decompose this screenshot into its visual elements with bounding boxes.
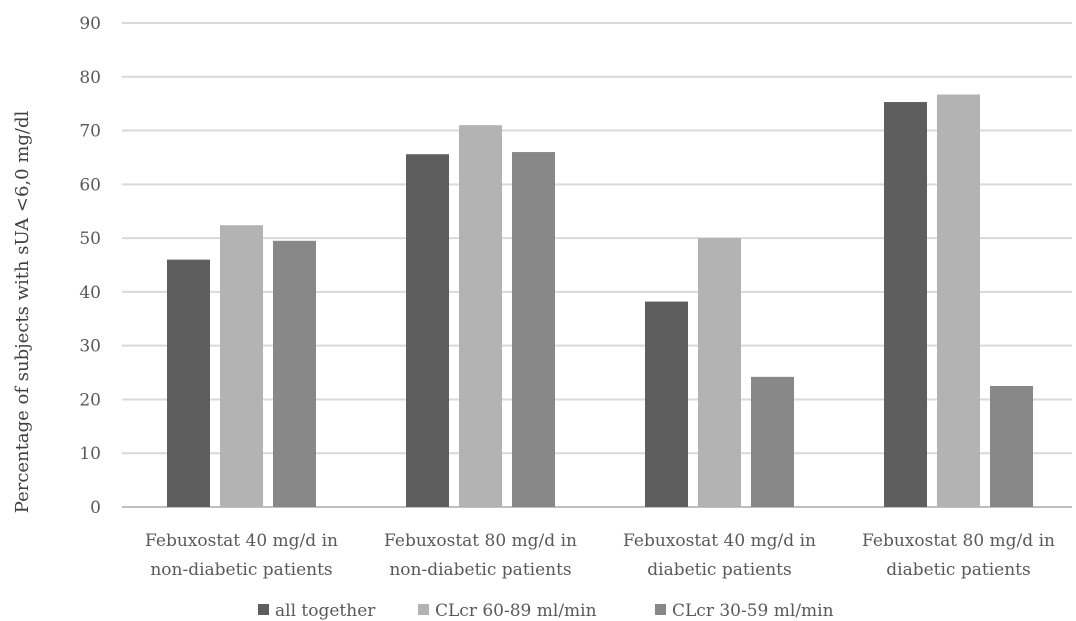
bar bbox=[220, 225, 263, 507]
y-tick-label: 70 bbox=[79, 122, 101, 142]
legend-label: CLcr 30-59 ml/min bbox=[672, 601, 834, 621]
y-axis-ticks: 0 10 20 30 40 50 60 70 80 90 bbox=[79, 14, 101, 518]
y-axis-label: Percentage of subjects with sUA <6,0 mg/… bbox=[12, 111, 33, 514]
bar bbox=[937, 94, 980, 507]
bar bbox=[459, 125, 502, 507]
y-tick-label: 0 bbox=[90, 498, 101, 518]
y-tick-label: 10 bbox=[79, 444, 101, 464]
x-category-label: Febuxostat 80 mg/d in diabetic patients bbox=[862, 531, 1055, 580]
x-category-label: Febuxostat 40 mg/d in non-diabetic patien… bbox=[145, 531, 338, 580]
x-category-label: Febuxostat 80 mg/d in non-diabetic patien… bbox=[384, 531, 577, 580]
legend-label: CLcr 60-89 ml/min bbox=[435, 601, 597, 621]
bar bbox=[698, 238, 741, 507]
y-tick-label: 90 bbox=[79, 14, 101, 34]
bar bbox=[167, 259, 210, 507]
y-tick-label: 50 bbox=[79, 229, 101, 249]
y-tick-label: 40 bbox=[79, 283, 101, 303]
y-tick-label: 80 bbox=[79, 68, 101, 88]
y-tick-label: 30 bbox=[79, 337, 101, 357]
bar bbox=[751, 376, 794, 507]
legend: all together CLcr 60-89 ml/min CLcr 30-59 … bbox=[258, 601, 834, 621]
x-axis-categories: Febuxostat 40 mg/d in non-diabetic patien… bbox=[145, 531, 1055, 580]
legend-label: all together bbox=[275, 601, 376, 621]
legend-swatch bbox=[655, 604, 666, 615]
y-tick-label: 60 bbox=[79, 175, 101, 195]
bar bbox=[273, 240, 316, 508]
y-tick-label: 20 bbox=[79, 390, 101, 410]
bar bbox=[406, 154, 449, 507]
bars bbox=[167, 94, 1033, 508]
x-category-label: Febuxostat 40 mg/d in diabetic patients bbox=[623, 531, 816, 580]
legend-swatch bbox=[258, 604, 269, 615]
legend-swatch bbox=[418, 604, 429, 615]
bar bbox=[884, 102, 927, 507]
bar bbox=[990, 386, 1033, 507]
bar bbox=[645, 301, 688, 507]
gridlines bbox=[122, 22, 1072, 508]
bar bbox=[512, 152, 555, 508]
